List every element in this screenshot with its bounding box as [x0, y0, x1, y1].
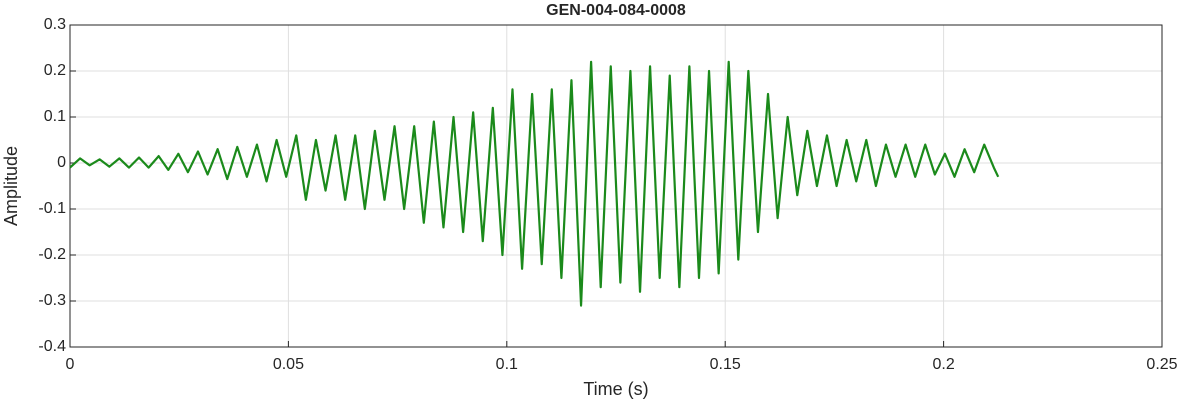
y-tick-label: -0.2 [38, 246, 66, 263]
y-tick-label: -0.1 [38, 200, 66, 217]
x-tick-label: 0.25 [1146, 356, 1177, 373]
chart-title: GEN-004-084-0008 [546, 2, 686, 19]
y-tick-label: 0 [57, 154, 66, 171]
y-axis-label: Amplitude [1, 146, 21, 226]
y-tick-label: -0.3 [38, 292, 66, 309]
x-tick-label: 0 [66, 356, 75, 373]
plot-frame [69, 24, 1163, 348]
x-tick-label: 0.1 [496, 356, 518, 373]
x-tick-label: 0.15 [710, 356, 741, 373]
y-tick-label: 0.2 [44, 62, 66, 79]
y-tick-label: 0.3 [44, 16, 66, 33]
y-tick-label: -0.4 [38, 338, 66, 355]
line-series [69, 60, 1000, 307]
y-tick-label: 0.1 [44, 108, 66, 125]
x-tick-label: 0.05 [273, 356, 304, 373]
x-tick-label: 0.2 [932, 356, 954, 373]
x-axis-label: Time (s) [583, 379, 648, 399]
